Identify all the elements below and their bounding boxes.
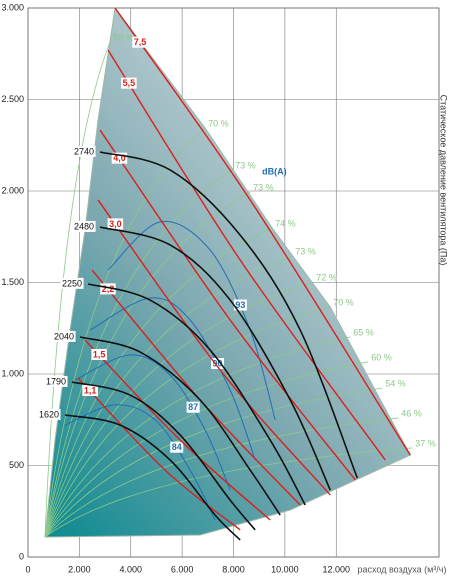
power-curve <box>77 377 241 531</box>
power-curve <box>97 199 331 496</box>
y-tick-label: 3.000 <box>1 2 24 12</box>
efficiency-label: 73 % <box>235 160 256 170</box>
speed-curve <box>71 381 256 531</box>
label-box <box>211 358 225 370</box>
sound-label: 93 <box>235 300 245 310</box>
sound-label: 90 <box>213 359 223 369</box>
efficiency-line <box>44 255 293 538</box>
speed-curve <box>87 283 306 506</box>
label-box <box>132 36 148 48</box>
efficiency-label: 65 % <box>353 327 374 337</box>
efficiency-label: 46 % <box>401 408 422 418</box>
power-curve <box>99 129 356 481</box>
speed-curve <box>79 336 281 516</box>
efficiency-label: 60 % <box>371 352 392 362</box>
power-curve <box>84 339 271 521</box>
sound-curve <box>107 220 276 421</box>
y-axis-title: Статическое давление вентилятора (Па) <box>439 95 449 266</box>
efficiency-label: 73 % <box>295 246 316 256</box>
efficiency-line <box>44 227 273 538</box>
y-tick-label: 1.500 <box>1 277 24 287</box>
efficiency-line <box>44 127 206 538</box>
efficiency-line <box>44 417 399 538</box>
power-label: 1,5 <box>93 349 106 359</box>
efficiency-line <box>44 447 413 538</box>
x-tick-label: 12.000 <box>322 564 350 574</box>
sound-label: 87 <box>188 402 198 412</box>
label-box <box>186 401 200 413</box>
power-label: 1,1 <box>84 385 97 395</box>
label-box <box>82 384 98 396</box>
label-box <box>52 330 76 342</box>
efficiency-label: 54 % <box>385 378 406 388</box>
label-box <box>170 441 184 453</box>
label-box <box>121 77 137 89</box>
power-label: 2,2 <box>102 284 115 294</box>
y-tick-label: 0 <box>19 551 24 561</box>
y-tick-label: 2.000 <box>1 185 24 195</box>
speed-curve <box>64 414 241 541</box>
sound-curve <box>64 404 216 521</box>
power-label: 3,0 <box>109 219 122 229</box>
speed-curve <box>99 151 359 479</box>
power-label: 4,0 <box>113 153 126 163</box>
speed-label: 1790 <box>46 376 66 386</box>
speed-label: 2040 <box>54 331 74 341</box>
label-box <box>72 145 96 157</box>
efficiency-label: 73 % <box>253 182 274 192</box>
speed-label: 2250 <box>62 278 82 288</box>
label-box <box>233 299 247 311</box>
efficiency-label: 70 % <box>208 118 229 128</box>
x-tick-label: 2.000 <box>68 564 91 574</box>
efficiency-line <box>44 191 251 538</box>
efficiency-line <box>44 41 111 538</box>
efficiency-label: 74 % <box>275 218 296 228</box>
efficiency-line <box>44 336 351 538</box>
efficiency-label: 50 % <box>113 32 134 42</box>
speed-label: 2740 <box>74 146 94 156</box>
label-box <box>91 348 107 360</box>
efficiency-line <box>44 169 233 538</box>
power-curve <box>114 7 411 456</box>
label-box <box>72 220 96 232</box>
y-tick-label: 2.500 <box>1 94 24 104</box>
power-label: 5,5 <box>123 78 136 88</box>
x-axis-title: расход воздуха (м³/ч) <box>357 564 446 574</box>
efficiency-label: 72 % <box>316 272 337 282</box>
efficiency-line <box>44 281 314 538</box>
label-box <box>60 277 84 289</box>
power-curve <box>107 49 386 461</box>
y-tick-label: 500 <box>9 460 24 470</box>
x-tick-label: 8.000 <box>222 564 245 574</box>
sound-label: 84 <box>172 442 182 452</box>
x-tick-label: 4.000 <box>119 564 142 574</box>
efficiency-label: 37 % <box>415 438 436 448</box>
efficiency-line <box>44 361 369 538</box>
label-box <box>37 408 61 420</box>
label-box <box>111 152 128 164</box>
y-tick-label: 1.000 <box>1 368 24 378</box>
speed-label: 2480 <box>74 221 94 231</box>
label-box <box>44 375 68 387</box>
label-box <box>107 218 124 230</box>
x-tick-label: 10.000 <box>271 564 299 574</box>
label-box <box>100 283 116 295</box>
x-tick-label: 0 <box>25 564 30 574</box>
x-tick-label: 6.000 <box>171 564 194 574</box>
sound-curve <box>89 297 256 461</box>
speed-label: 1620 <box>39 409 59 419</box>
speed-curve <box>99 226 331 491</box>
efficiency-line <box>44 306 331 538</box>
sound-curve <box>74 354 231 491</box>
power-label: 7,5 <box>134 37 147 47</box>
sound-unit-label: dB(A) <box>262 166 287 176</box>
efficiency-label: 70 % <box>333 297 354 307</box>
